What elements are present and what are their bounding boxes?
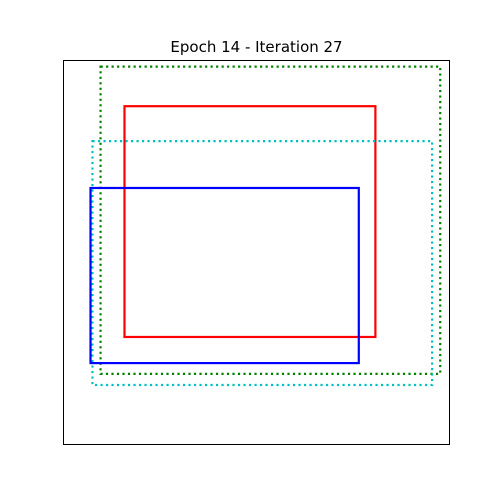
box-3 — [91, 140, 434, 387]
chart-title: Epoch 14 - Iteration 27 — [170, 38, 342, 56]
boxes-layer — [89, 65, 442, 387]
box-1 — [99, 65, 442, 375]
box-4 — [89, 186, 360, 365]
axes-frame — [63, 60, 450, 445]
box-2 — [123, 105, 377, 339]
